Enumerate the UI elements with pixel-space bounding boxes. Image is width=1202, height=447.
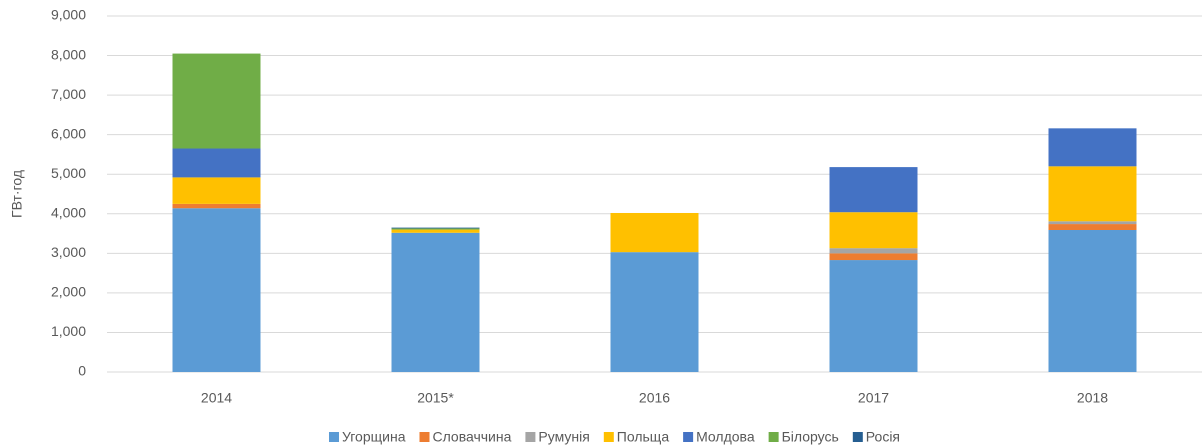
legend-label: Росія	[866, 429, 900, 445]
y-tick-label: 0	[78, 363, 86, 379]
legend-swatch	[525, 432, 536, 442]
legend-swatch	[603, 432, 614, 442]
y-tick-label: 5,000	[51, 165, 86, 181]
y-tick-label: 4,000	[51, 204, 86, 220]
legend-swatch	[852, 432, 863, 442]
y-axis-label: ГВт·год	[9, 170, 25, 218]
y-tick-label: 2,000	[51, 284, 86, 300]
bar-segment	[829, 167, 918, 213]
legend-label: Польща	[617, 429, 670, 445]
y-tick-label: 1,000	[51, 323, 86, 339]
bar-segment	[172, 148, 261, 178]
legend-label: Білорусь	[782, 429, 839, 445]
bar-segment	[829, 212, 918, 249]
bar-segment	[1048, 229, 1137, 372]
x-tick-label: 2017	[858, 390, 889, 406]
legend-label: Молдова	[696, 429, 755, 445]
y-tick-label: 3,000	[51, 244, 86, 260]
bar-segment	[1048, 224, 1137, 230]
legend-label: Румунія	[538, 429, 589, 445]
legend-label: Угорщина	[342, 429, 406, 445]
bar-segment	[1048, 221, 1137, 225]
bar-segment	[829, 253, 918, 261]
bar-segment	[610, 252, 699, 372]
bar-segment	[172, 203, 261, 209]
bar-segment	[391, 228, 480, 230]
bar-segment	[1048, 166, 1137, 222]
x-tick-label: 2014	[201, 390, 232, 406]
bar-segment	[829, 260, 918, 372]
x-tick-label: 2016	[639, 390, 670, 406]
bar-segment	[172, 208, 261, 372]
bar-segment	[391, 229, 480, 233]
x-tick-label: 2015*	[417, 390, 454, 406]
bar-segment	[829, 248, 918, 254]
legend: Угорщина Словаччина Румунія Польща Молдова Бі…	[328, 429, 900, 445]
bar-segment	[172, 177, 261, 204]
legend-swatch	[768, 432, 779, 442]
bar-segment	[172, 53, 261, 149]
legend-swatch	[419, 432, 430, 442]
bar-segment	[391, 232, 480, 372]
y-tick-label: 7,000	[51, 86, 86, 102]
bar-segment	[610, 212, 699, 253]
bar-segment	[391, 227, 480, 229]
bar-segment	[1048, 128, 1137, 167]
x-tick-label: 2018	[1077, 390, 1108, 406]
y-tick-label: 8,000	[51, 46, 86, 62]
legend-swatch	[328, 432, 339, 442]
y-tick-label: 9,000	[51, 7, 86, 23]
legend-label: Словаччина	[432, 429, 511, 445]
legend-swatch	[683, 432, 694, 442]
y-tick-label: 6,000	[51, 125, 86, 141]
